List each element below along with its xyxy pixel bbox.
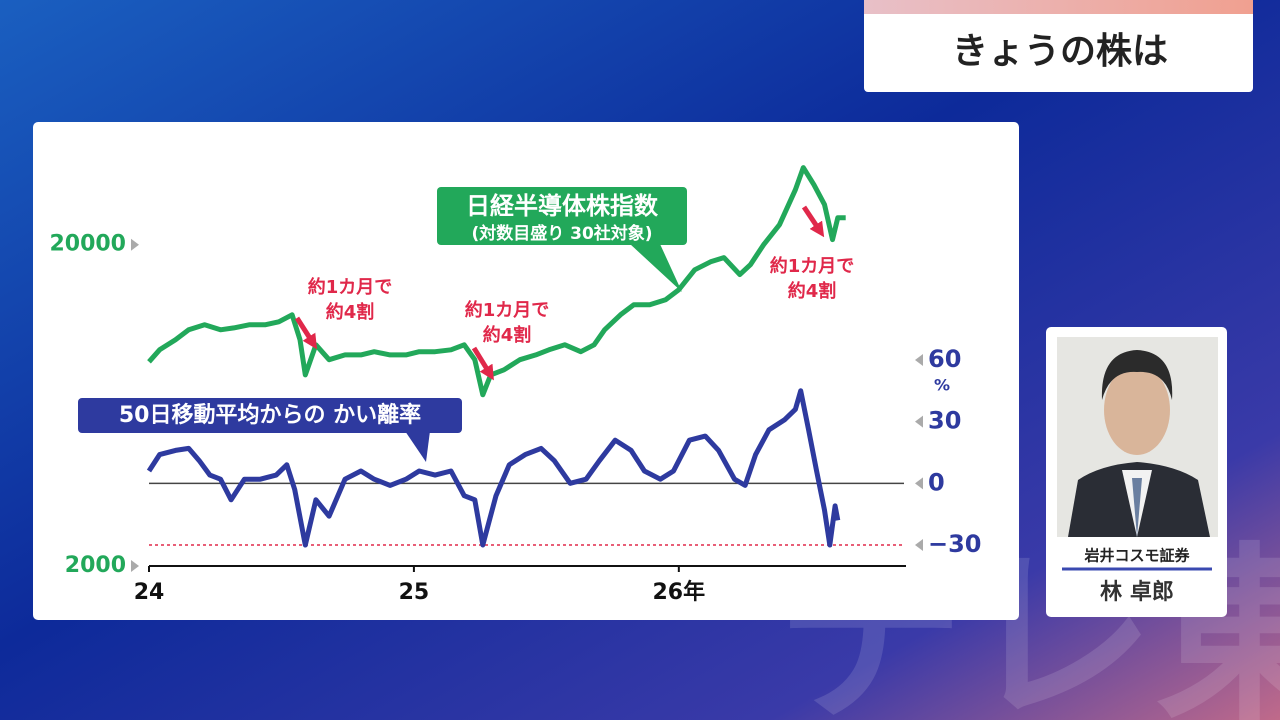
y-tick-label: 20000 <box>49 232 126 257</box>
y2-tick-label: −30 <box>928 530 982 558</box>
y2-tick-label: 0 <box>928 468 945 496</box>
header-strip <box>864 0 1253 14</box>
annotation: 約4割 <box>483 324 532 346</box>
series-label: 日経半導体株指数 <box>466 192 659 220</box>
arrow <box>801 205 825 238</box>
y-tick-mark <box>131 238 139 251</box>
guest-company: 岩井コスモ証券 <box>1083 547 1190 565</box>
header-title: きょうの株は <box>952 31 1168 72</box>
label-pointer <box>630 244 682 292</box>
y2-tick-mark <box>915 354 923 366</box>
series-label: 50日移動平均からの かい離率 <box>119 402 421 428</box>
y2-unit: % <box>934 376 950 395</box>
x-tick-label: 24 <box>134 580 165 605</box>
y2-tick-label: 60 <box>928 345 961 373</box>
y2-tick-label: 30 <box>928 407 961 435</box>
label-pointer <box>405 431 430 462</box>
guest-name: 林 卓郎 <box>1100 579 1174 605</box>
series-line <box>146 388 841 548</box>
series-label-box <box>78 398 462 433</box>
x-tick-label: 25 <box>399 580 430 605</box>
arrow <box>471 346 494 381</box>
y-tick-mark <box>131 560 139 572</box>
annotation: 約1カ月で <box>770 255 855 277</box>
y2-tick-mark <box>915 477 923 490</box>
series-subtitle: (対数目盛り 30社対象) <box>471 223 652 244</box>
arrow <box>294 316 318 350</box>
header-box <box>864 0 1253 92</box>
x-tick-label: 26年 <box>653 579 706 605</box>
y2-tick-mark <box>915 539 923 551</box>
annotation: 約4割 <box>326 301 375 323</box>
chart: 2000 20000 −30 0 30 60% 24 25 26年 日経半導体株指数 (対数目盛り … <box>49 165 982 605</box>
y-tick-label: 2000 <box>65 553 126 578</box>
series-label-box <box>437 187 687 245</box>
series-line <box>147 165 846 398</box>
y2-tick-mark <box>915 415 923 428</box>
chart-panel <box>33 122 1019 620</box>
annotation: 約4割 <box>788 280 837 302</box>
guest-photo <box>1057 337 1218 537</box>
annotation: 約1カ月で <box>465 299 550 321</box>
annotation: 約1カ月で <box>308 276 393 298</box>
